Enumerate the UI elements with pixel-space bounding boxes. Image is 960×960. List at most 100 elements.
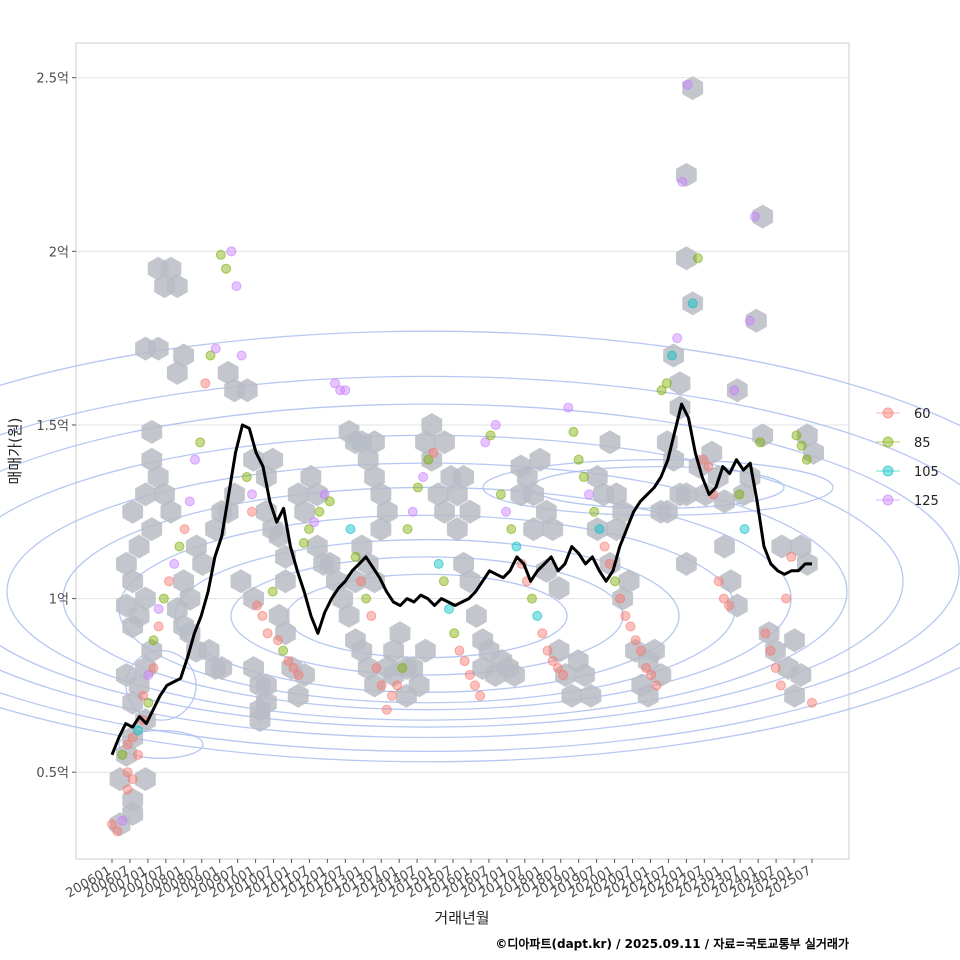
scatter-point: [428, 447, 439, 458]
scatter-point: [319, 489, 330, 500]
hex-bin: [160, 256, 182, 281]
scatter-point: [532, 610, 543, 621]
y-axis: 0.5억 1억 1.5억 2억 2.5억: [36, 72, 76, 781]
hex-bin: [415, 638, 436, 663]
scatter-point: [584, 489, 595, 500]
scatter-point: [184, 496, 195, 507]
hex-bin: [555, 663, 576, 687]
caption: ©디아파트(dapt.kr) / 2025.09.11 / 자료=국토교통부 실…: [495, 936, 849, 951]
scatter-point: [599, 541, 610, 552]
scatter-point: [739, 524, 750, 535]
scatter-point: [132, 749, 143, 760]
scatter-point: [272, 635, 283, 646]
legend: 60 85 105 125: [876, 407, 939, 509]
hex-bin: [389, 621, 411, 646]
scatter-point: [791, 430, 802, 441]
scatter-point: [392, 680, 403, 691]
scatter-point: [350, 551, 361, 562]
hex-bin: [243, 656, 264, 680]
scatter-point: [361, 593, 372, 604]
scatter-point: [366, 610, 377, 621]
hex-bin: [446, 517, 468, 542]
scatter-point: [755, 437, 766, 448]
legend-label: 85: [914, 436, 931, 451]
scatter-point: [511, 541, 522, 552]
hex-bin: [268, 603, 290, 628]
hex-bin: [606, 482, 627, 507]
hex-bin: [784, 683, 805, 708]
hex-bin: [726, 593, 748, 618]
hex-bin: [135, 767, 156, 792]
scatter-point: [542, 645, 553, 656]
hex-bin: [459, 499, 481, 524]
hex-bin: [790, 534, 812, 559]
hex-bin: [701, 440, 723, 465]
hex-bin: [256, 673, 277, 698]
scatter-point: [672, 333, 683, 344]
hex-bin: [682, 291, 704, 316]
legend-key-point: [882, 465, 894, 477]
scatter-point: [189, 454, 200, 465]
scatter-point: [164, 576, 175, 587]
hex-bin: [561, 683, 583, 708]
hex-bin: [287, 482, 309, 507]
hex-bin: [300, 465, 322, 489]
contour-line: [230, 556, 624, 676]
scatter-point: [236, 350, 247, 361]
scatter-point: [682, 79, 693, 90]
hex-bin: [236, 378, 258, 403]
hex-bin: [141, 638, 163, 663]
scatter-point: [506, 524, 517, 535]
hex-bin: [720, 569, 742, 594]
hex-bin: [116, 593, 137, 618]
y-tick-label: 2.5억: [36, 72, 69, 87]
scatter-point: [117, 815, 128, 826]
hex-bin: [306, 534, 328, 559]
scatter-point: [573, 454, 584, 465]
scatter-point: [423, 454, 434, 465]
scatter-point: [252, 600, 263, 611]
scatter-point: [749, 211, 760, 222]
scatter-point: [143, 669, 154, 680]
scatter-point: [729, 385, 740, 396]
hex-bin: [192, 551, 214, 576]
scatter-point: [179, 524, 190, 535]
scatter-point: [781, 593, 792, 604]
hex-bin: [446, 482, 468, 507]
hex-bin: [268, 524, 290, 549]
scatter-point: [247, 506, 257, 517]
scatter-point: [247, 489, 257, 500]
scatter-point: [594, 524, 605, 535]
hex-bin: [790, 663, 812, 687]
hex-bin: [746, 308, 767, 333]
scatter-point: [174, 541, 185, 552]
scatter-point: [376, 680, 387, 691]
scatter-point: [495, 489, 506, 500]
scatter-point: [226, 246, 237, 257]
hex-bin: [771, 534, 793, 559]
hex-bin: [466, 603, 487, 628]
scatter-point: [724, 600, 735, 611]
scatter-point: [117, 749, 128, 760]
hex-bin: [135, 482, 156, 507]
scatter-point: [387, 690, 397, 701]
hex-bin: [256, 690, 277, 715]
scatter-point: [438, 576, 449, 587]
hex-bin: [421, 447, 443, 472]
scatter-point: [459, 656, 470, 667]
hex-bin: [408, 673, 430, 698]
scatter-point: [298, 538, 309, 549]
scatter-point: [527, 593, 537, 604]
hex-bin: [574, 663, 595, 687]
hex-bin: [179, 586, 201, 611]
scatter-point: [112, 826, 123, 837]
scatter-point: [148, 663, 159, 674]
scatter-point: [454, 645, 465, 656]
scatter-point: [215, 249, 226, 260]
scatter-point: [262, 628, 273, 639]
hex-bin: [147, 465, 169, 489]
hex-bin: [714, 534, 735, 559]
scatter-point: [278, 645, 289, 656]
hex-bin: [166, 274, 188, 299]
scatter-point: [667, 350, 677, 361]
